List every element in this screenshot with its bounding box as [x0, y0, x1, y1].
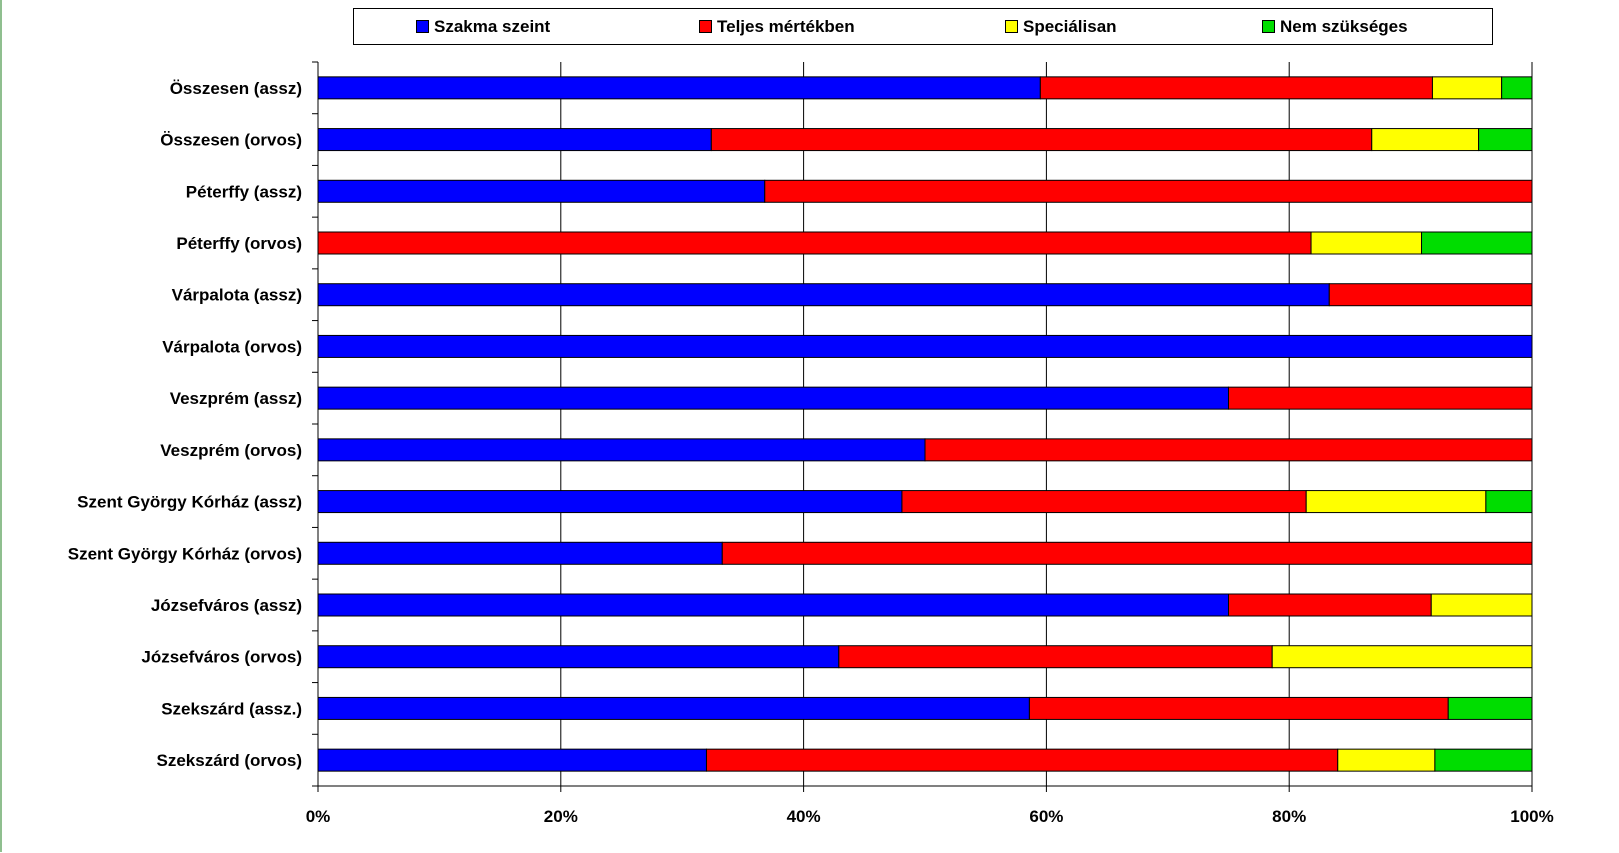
bar-segment [1271, 645, 1533, 669]
bar-segment [1305, 490, 1487, 514]
category-label: Várpalota (orvos) [162, 337, 302, 356]
bar-segment [1039, 76, 1433, 100]
category-label: Veszprém (assz) [170, 389, 302, 408]
bar-segment [1478, 128, 1533, 152]
category-label: Szent György Kórház (orvos) [68, 544, 302, 563]
bar-segment [317, 541, 723, 565]
plot-area [318, 62, 1532, 786]
bar-segment [317, 179, 766, 203]
bar-segment [317, 748, 707, 772]
category-label: Józsefváros (assz) [151, 596, 302, 615]
category-label: Összesen (assz) [170, 79, 302, 98]
bar-segment [317, 386, 1229, 410]
bar-segment [1485, 490, 1533, 514]
bar-segment [317, 231, 1312, 255]
legend-swatch [416, 20, 429, 33]
legend-swatch [1005, 20, 1018, 33]
legend-item: Teljes mértékben [699, 9, 855, 44]
legend: Szakma szeint Teljes mértékben Speciálisan… [353, 8, 1493, 45]
legend-item: Szakma szeint [416, 9, 550, 44]
bar-segment [838, 645, 1273, 669]
bar-segment [1431, 76, 1503, 100]
legend-item: Speciálisan [1005, 9, 1117, 44]
category-label: Várpalota (assz) [172, 286, 302, 305]
bar-segment [1501, 76, 1533, 100]
bar-segment [317, 490, 903, 514]
category-label: Szekszárd (orvos) [157, 751, 303, 770]
bar-segment [317, 593, 1229, 617]
bar-segment [1434, 748, 1533, 772]
x-tick-label: 0% [306, 807, 331, 826]
x-tick-label: 60% [1029, 807, 1063, 826]
bar-segment [317, 334, 1533, 358]
bar-segment [710, 128, 1373, 152]
legend-label: Teljes mértékben [717, 16, 855, 36]
bar-segment [317, 283, 1330, 307]
legend-item: Nem szükséges [1262, 9, 1408, 44]
bar-segment [901, 490, 1307, 514]
bar-segment [1228, 593, 1432, 617]
bar-segment [764, 179, 1533, 203]
bar-segment [1228, 386, 1533, 410]
bar-segment [317, 696, 1030, 720]
bar-segment [1337, 748, 1436, 772]
bar-segment [1430, 593, 1533, 617]
x-tick-label: 40% [787, 807, 821, 826]
x-tick-label: 100% [1510, 807, 1553, 826]
x-tick-label: 80% [1272, 807, 1306, 826]
bar-segment [924, 438, 1533, 462]
category-label: Összesen (orvos) [160, 131, 302, 150]
category-label: Szent György Kórház (assz) [77, 493, 302, 512]
bar-segment [1310, 231, 1423, 255]
category-label: Péterffy (orvos) [176, 234, 302, 253]
bar-segment [317, 76, 1041, 100]
bar-segment [1328, 283, 1533, 307]
bar-segment [317, 438, 926, 462]
bar-segment [1028, 696, 1449, 720]
bar-segment [317, 128, 712, 152]
bar-segment [721, 541, 1533, 565]
category-label: Szekszárd (assz.) [161, 699, 302, 718]
x-tick-label: 20% [544, 807, 578, 826]
bar-segment [705, 748, 1339, 772]
legend-swatch [699, 20, 712, 33]
legend-swatch [1262, 20, 1275, 33]
bar-segment [1371, 128, 1480, 152]
legend-label: Speciálisan [1023, 16, 1117, 36]
bar-segment [1447, 696, 1533, 720]
bar-segment [1421, 231, 1533, 255]
category-label: Péterffy (assz) [186, 182, 302, 201]
bar-segment [317, 645, 840, 669]
category-label: Veszprém (orvos) [160, 441, 302, 460]
legend-label: Nem szükséges [1280, 16, 1408, 36]
legend-label: Szakma szeint [434, 16, 551, 36]
category-label: Józsefváros (orvos) [141, 648, 302, 667]
